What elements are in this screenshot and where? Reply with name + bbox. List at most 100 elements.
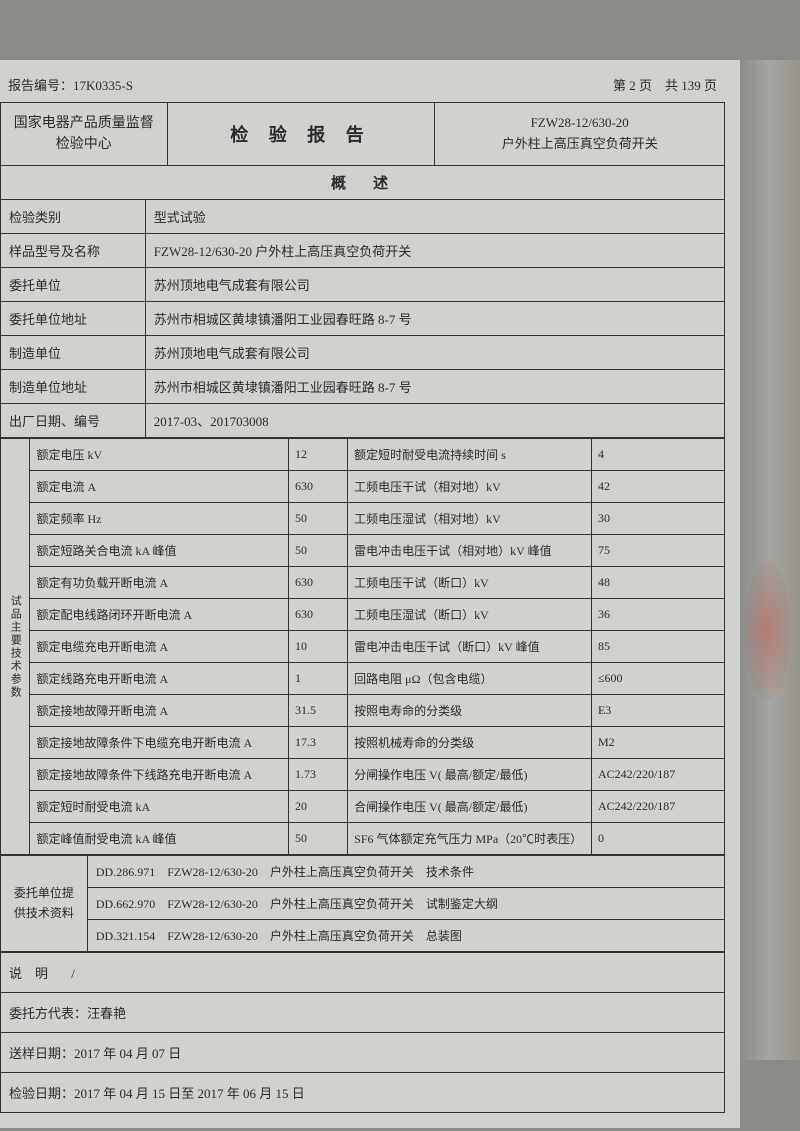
spec-row: 额定接地故障开断电流 A31.5按照电寿命的分类级E3 [1,695,725,727]
spec-param-value2: 0 [591,823,724,855]
spec-param-value2: M2 [591,727,724,759]
spec-param-name: 额定配电线路闭环开断电流 A [30,599,289,631]
spec-row: 额定接地故障条件下线路充电开断电流 A1.73分闸操作电压 V( 最高/额定/最… [1,759,725,791]
info-row: 制造单位苏州顶地电气成套有限公司 [1,336,725,370]
spec-row: 额定短时耐受电流 kA20合闸操作电压 V( 最高/额定/最低)AC242/22… [1,791,725,823]
spec-row: 额定短路关合电流 kA 峰值50雷电冲击电压干试（相对地）kV 峰值75 [1,535,725,567]
info-row: 检验类别型式试验 [1,200,725,234]
spec-param-name: 额定短时耐受电流 kA [30,791,289,823]
product-desc: 户外柱上高压真空负荷开关 [443,134,716,155]
spec-param-value: 31.5 [289,695,348,727]
info-label: 委托单位地址 [1,302,146,336]
top-header-row: 报告编号：17K0335-S 第 2 页 共 139 页 [0,75,725,102]
spec-param-value: 20 [289,791,348,823]
report-no-label: 报告编号： [8,78,73,93]
spec-param-name: 额定电压 kV [30,439,289,471]
spec-param-name2: 回路电阻 μΩ（包含电缆） [348,663,592,695]
spec-param-name: 额定接地故障条件下电缆充电开断电流 A [30,727,289,759]
info-value: 苏州市相城区黄埭镇潘阳工业园春旺路 8-7 号 [145,302,724,336]
spec-param-name2: 额定短时耐受电流持续时间 s [348,439,592,471]
spec-param-value: 10 [289,631,348,663]
spec-param-value2: 30 [591,503,724,535]
test-date-label: 检验日期： [9,1086,74,1101]
spec-param-value: 50 [289,535,348,567]
info-value: 苏州顶地电气成套有限公司 [145,336,724,370]
test-date-row: 检验日期：2017 年 04 月 15 日至 2017 年 06 月 15 日 [1,1072,724,1112]
remarks-label: 说 明 [9,966,48,981]
org-name: 国家电器产品质量监督 检验中心 [9,113,159,155]
spec-side-label: 试品主要技术参数 [1,439,30,855]
info-value: FZW28-12/630-20 户外柱上高压真空负荷开关 [145,234,724,268]
spec-row: 试品主要技术参数额定电压 kV12额定短时耐受电流持续时间 s4 [1,439,725,471]
info-label: 检验类别 [1,200,146,234]
spec-param-name: 额定电流 A [30,471,289,503]
spec-param-value2: 4 [591,439,724,471]
info-label: 出厂日期、编号 [1,404,146,438]
spec-param-name2: 工频电压湿试（相对地）kV [348,503,592,535]
doc-side-label: 委托单位提供技术资料 [1,856,88,952]
representative-row: 委托方代表：汪春艳 [1,992,724,1032]
spec-param-name: 额定接地故障条件下线路充电开断电流 A [30,759,289,791]
spec-param-value: 1 [289,663,348,695]
spec-param-name: 额定线路充电开断电流 A [30,663,289,695]
spec-row: 额定配电线路闭环开断电流 A630工频电压湿试（断口）kV36 [1,599,725,631]
product-code: FZW28-12/630-20 [443,113,716,134]
rep-name: 汪春艳 [87,1006,126,1021]
spec-row: 额定电缆充电开断电流 A10雷电冲击电压干试（断口）kV 峰值85 [1,631,725,663]
documents-table: 委托单位提供技术资料DD.286.971 FZW28-12/630-20 户外柱… [0,855,725,952]
spec-param-value2: 48 [591,567,724,599]
spec-param-value2: 75 [591,535,724,567]
spec-row: 额定频率 Hz50工频电压湿试（相对地）kV30 [1,503,725,535]
spec-param-value: 17.3 [289,727,348,759]
header-table: 国家电器产品质量监督 检验中心 检 验 报 告 FZW28-12/630-20 … [0,102,725,166]
spec-param-value2: E3 [591,695,724,727]
doc-row: DD.321.154 FZW28-12/630-20 户外柱上高压真空负荷开关 … [1,920,725,952]
spec-param-name2: 工频电压湿试（断口）kV [348,599,592,631]
spec-param-value: 630 [289,471,348,503]
info-row: 委托单位苏州顶地电气成套有限公司 [1,268,725,302]
spec-param-name: 额定峰值耐受电流 kA 峰值 [30,823,289,855]
spec-param-value: 1.73 [289,759,348,791]
spec-param-value: 50 [289,823,348,855]
doc-text: DD.662.970 FZW28-12/630-20 户外柱上高压真空负荷开关 … [87,888,724,920]
report-title: 检 验 报 告 [167,103,435,166]
doc-text: DD.321.154 FZW28-12/630-20 户外柱上高压真空负荷开关 … [87,920,724,952]
doc-text: DD.286.971 FZW28-12/630-20 户外柱上高压真空负荷开关 … [87,856,724,888]
spec-param-name2: 按照机械寿命的分类级 [348,727,592,759]
spec-param-name2: 雷电冲击电压干试（断口）kV 峰值 [348,631,592,663]
send-date: 2017 年 04 月 07 日 [74,1046,181,1061]
rep-label: 委托方代表： [9,1006,87,1021]
remarks-row: 说 明 / [1,952,724,992]
overview-title: 概 述 [0,166,725,199]
spec-param-name: 额定有功负载开断电流 A [30,567,289,599]
spec-table: 试品主要技术参数额定电压 kV12额定短时耐受电流持续时间 s4额定电流 A63… [0,438,725,855]
info-label: 样品型号及名称 [1,234,146,268]
spec-param-value: 50 [289,503,348,535]
spec-param-value: 630 [289,599,348,631]
doc-row: DD.662.970 FZW28-12/630-20 户外柱上高压真空负荷开关 … [1,888,725,920]
spec-param-value2: ≤600 [591,663,724,695]
send-date-row: 送样日期：2017 年 04 月 07 日 [1,1032,724,1072]
report-no-value: 17K0335-S [73,78,133,93]
info-value: 苏州市相城区黄埭镇潘阳工业园春旺路 8-7 号 [145,370,724,404]
spec-row: 额定电流 A630工频电压干试（相对地）kV42 [1,471,725,503]
send-date-label: 送样日期： [9,1046,74,1061]
test-date: 2017 年 04 月 15 日至 2017 年 06 月 15 日 [74,1086,305,1101]
spec-param-name: 额定接地故障开断电流 A [30,695,289,727]
doc-row: 委托单位提供技术资料DD.286.971 FZW28-12/630-20 户外柱… [1,856,725,888]
spec-row: 额定接地故障条件下电缆充电开断电流 A17.3按照机械寿命的分类级M2 [1,727,725,759]
footer-block: 说 明 / 委托方代表：汪春艳 送样日期：2017 年 04 月 07 日 检验… [0,952,725,1113]
page-info: 第 2 页 共 139 页 [613,75,717,94]
report-number: 报告编号：17K0335-S [8,75,133,94]
info-row: 出厂日期、编号2017-03、201703008 [1,404,725,438]
info-label: 委托单位 [1,268,146,302]
spec-param-name2: 按照电寿命的分类级 [348,695,592,727]
info-value: 型式试验 [145,200,724,234]
spec-row: 额定线路充电开断电流 A1回路电阻 μΩ（包含电缆）≤600 [1,663,725,695]
remarks-value: / [71,966,75,981]
info-row: 样品型号及名称FZW28-12/630-20 户外柱上高压真空负荷开关 [1,234,725,268]
spec-param-name2: 合闸操作电压 V( 最高/额定/最低) [348,791,592,823]
spec-param-value: 630 [289,567,348,599]
spec-param-name: 额定电缆充电开断电流 A [30,631,289,663]
spec-param-value2: 36 [591,599,724,631]
